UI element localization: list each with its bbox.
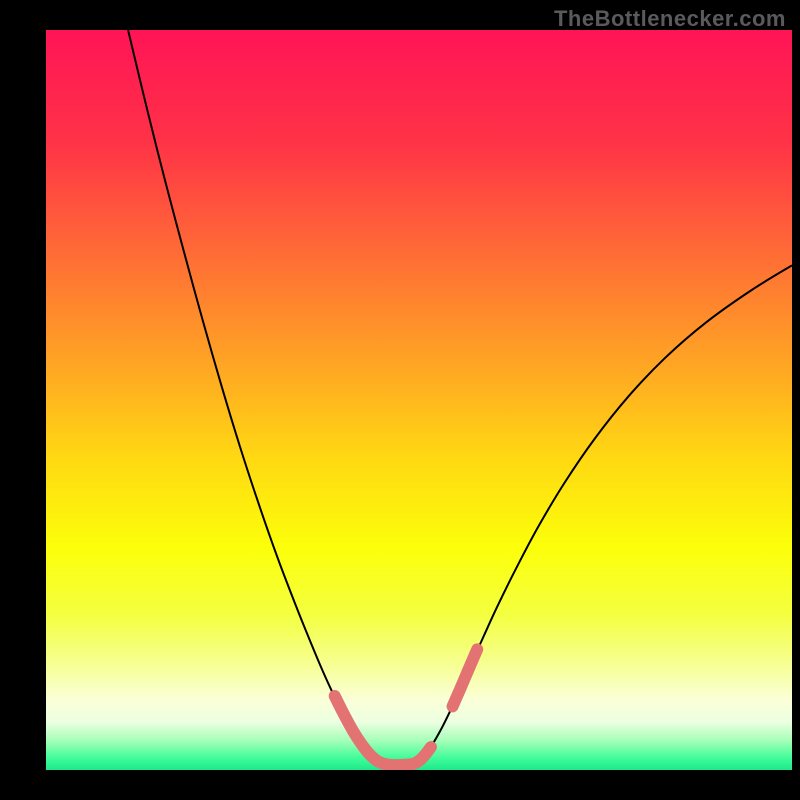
plot-area: [46, 30, 792, 770]
main-curve: [128, 30, 792, 765]
chart-frame: TheBottlenecker.com: [0, 0, 800, 800]
marker-segment-1: [453, 649, 478, 706]
bottleneck-curve: [46, 30, 792, 770]
marker-segment-0: [335, 696, 431, 765]
watermark-text: TheBottlenecker.com: [554, 6, 786, 32]
